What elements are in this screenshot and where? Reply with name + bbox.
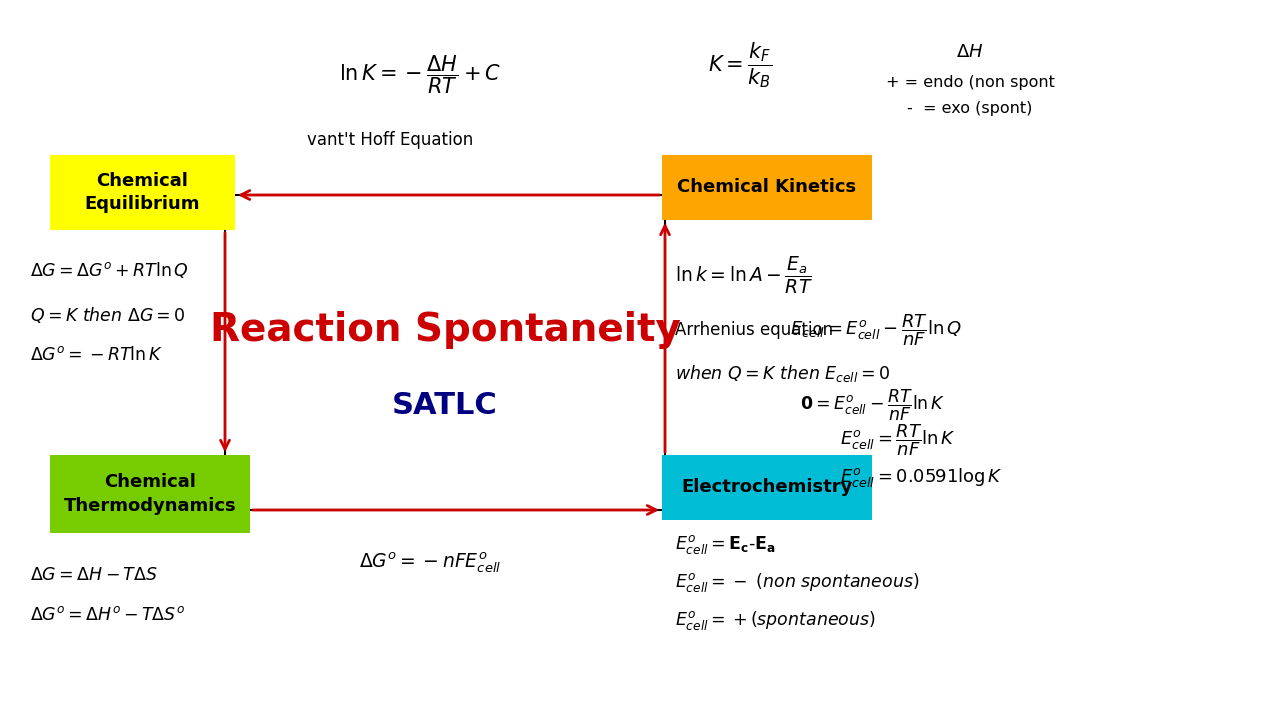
Text: $E^o_{cell} = \mathbf{E_c}\text{-}\mathbf{E_a}$: $E^o_{cell} = \mathbf{E_c}\text{-}\mathb… — [675, 534, 776, 557]
Text: $\Delta G^o = -RT\ln K$: $\Delta G^o = -RT\ln K$ — [29, 346, 163, 364]
Text: $E^o_{cell} = \dfrac{RT}{nF}\ln K$: $E^o_{cell} = \dfrac{RT}{nF}\ln K$ — [840, 422, 956, 458]
Text: $\mathbf{0} = E^o_{cell} - \dfrac{RT}{nF}\ln K$: $\mathbf{0} = E^o_{cell} - \dfrac{RT}{nF… — [800, 387, 945, 423]
Text: Reaction Spontaneity: Reaction Spontaneity — [210, 311, 681, 349]
Text: + = endo (non spont: + = endo (non spont — [886, 74, 1055, 89]
Text: $E^o_{cell} = 0.0591\log K$: $E^o_{cell} = 0.0591\log K$ — [840, 467, 1004, 490]
Text: $E^o_{cell} = -\ (non\ spontaneous)$: $E^o_{cell} = -\ (non\ spontaneous)$ — [675, 572, 919, 595]
Text: $\ln k = \ln A - \dfrac{E_a}{RT}$: $\ln k = \ln A - \dfrac{E_a}{RT}$ — [675, 254, 813, 296]
Text: Chemical Kinetics: Chemical Kinetics — [677, 179, 856, 197]
Text: $\Delta G^o = -nFE^o_{cell}$: $\Delta G^o = -nFE^o_{cell}$ — [358, 551, 502, 575]
Text: $\Delta G = \Delta H - T\Delta S$: $\Delta G = \Delta H - T\Delta S$ — [29, 566, 157, 584]
Bar — [662, 155, 872, 220]
Text: Electrochemistry: Electrochemistry — [681, 479, 852, 497]
Text: Chemical
Equilibrium: Chemical Equilibrium — [84, 171, 200, 213]
Text: Chemical
Thermodynamics: Chemical Thermodynamics — [64, 473, 237, 515]
Text: $E^o_{cell} = +(spontaneous)$: $E^o_{cell} = +(spontaneous)$ — [675, 608, 876, 631]
Text: $\ln K = -\dfrac{\Delta H}{RT} + C$: $\ln K = -\dfrac{\Delta H}{RT} + C$ — [339, 54, 500, 96]
Bar — [50, 455, 250, 533]
Text: $E_{cell} = E^o_{cell} - \dfrac{RT}{nF}\ln Q$: $E_{cell} = E^o_{cell} - \dfrac{RT}{nF}\… — [790, 312, 961, 348]
Text: vant't Hoff Equation: vant't Hoff Equation — [307, 131, 474, 149]
Text: $Q = K\ then\ \Delta G = 0$: $Q = K\ then\ \Delta G = 0$ — [29, 305, 186, 325]
Text: $when\ Q = K\ then\ E_{cell} = 0$: $when\ Q = K\ then\ E_{cell} = 0$ — [675, 362, 891, 384]
Text: $\Delta H$: $\Delta H$ — [956, 43, 984, 61]
Text: $K = \dfrac{k_F}{k_B}$: $K = \dfrac{k_F}{k_B}$ — [708, 40, 772, 90]
Text: $\Delta G = \Delta G^o + RT\ln Q$: $\Delta G = \Delta G^o + RT\ln Q$ — [29, 260, 189, 280]
Bar — [662, 455, 872, 520]
Text: SATLC: SATLC — [392, 390, 498, 420]
Text: $\Delta G^o = \Delta H^o - T\Delta S^o$: $\Delta G^o = \Delta H^o - T\Delta S^o$ — [29, 606, 184, 624]
Bar — [50, 155, 236, 230]
Text: Arrhenius equation: Arrhenius equation — [675, 321, 833, 339]
Bar — [225, 195, 666, 510]
Text: -  = exo (spont): - = exo (spont) — [908, 101, 1033, 115]
